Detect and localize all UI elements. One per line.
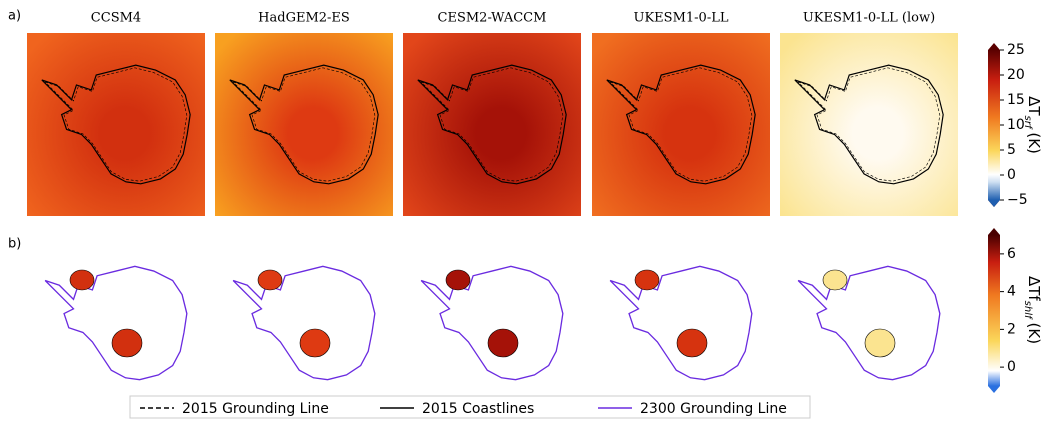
tick-label: 15 [1007,92,1025,108]
map-panel [215,33,393,216]
colorbar-label: ΔTsrf (K) [1023,96,1044,154]
map-panel [780,33,958,216]
model-title: UKESM1-0-LL (low) [803,11,935,26]
label-main: ΔT [1026,96,1044,116]
ice-shelf [822,269,848,291]
ice-shelf [864,328,896,358]
legend-label: 2015 Coastlines [422,401,534,417]
ice-shelf [634,269,660,291]
label-sub: srf [1023,116,1034,130]
colorbar [988,235,1000,386]
colorbar [988,50,1000,200]
model-title: HadGEM2-ES [258,11,350,26]
tick-label: 0 [1007,359,1016,375]
ice-shelf [487,328,519,358]
panel-label: b) [8,237,21,252]
tick-label: 0 [1007,167,1016,183]
label-sub: shlf [1023,301,1034,320]
colorbar-arrow [988,386,1000,393]
label-main: ΔTf [1026,276,1044,301]
tick-label: 10 [1007,117,1025,133]
tick-label: 2 [1007,321,1016,337]
tick-label: 25 [1007,42,1025,58]
grounding-line-2300 [797,265,941,381]
grounding-line-2300 [232,265,376,381]
ice-shelf [111,328,143,358]
tick-label: 4 [1007,284,1016,300]
tick-label: 5 [1007,142,1016,158]
legend-label: 2300 Grounding Line [640,401,787,417]
map-panel [27,33,205,216]
ice-shelf [299,328,331,358]
ice-shelf [257,269,283,291]
map-panel [592,33,770,216]
legend-label: 2015 Grounding Line [182,401,329,417]
model-title: CCSM4 [91,11,141,26]
tick-label: −5 [1007,192,1028,208]
grounding-line-2300 [44,265,188,381]
panel-label: a) [8,9,21,24]
legend [129,395,811,419]
tick-label: 20 [1007,67,1025,83]
model-title: UKESM1-0-LL [634,11,729,26]
ice-shelf [676,328,708,358]
colorbar-arrow [988,228,1000,235]
ice-shelf [69,269,95,291]
tick-label: 6 [1007,246,1016,262]
ice-shelf [445,269,471,291]
colorbar-label: ΔTfshlf (K) [1023,276,1044,344]
grounding-line-2300 [420,265,564,381]
colorbar-arrow [988,200,1000,207]
label-unit: (K) [1026,132,1044,154]
map-panel [403,33,581,216]
label-unit: (K) [1026,323,1044,345]
model-title: CESM2-WACCM [438,11,547,26]
grounding-line-2300 [609,265,753,381]
